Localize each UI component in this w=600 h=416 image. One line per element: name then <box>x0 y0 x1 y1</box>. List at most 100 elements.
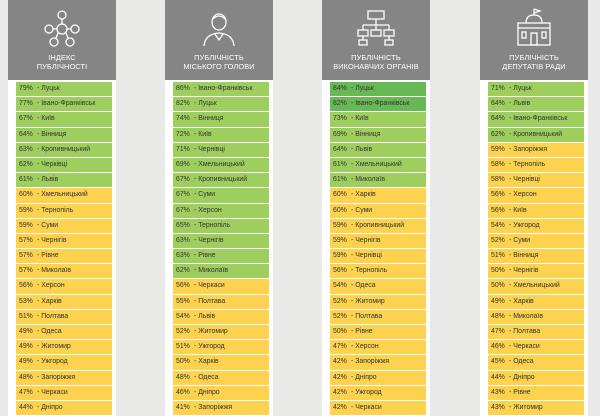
table-row: 64% - Вінниця <box>16 127 112 143</box>
row-value: 57% <box>19 267 33 275</box>
table-row: 71% - Чернівці <box>173 142 269 158</box>
row-value: 61% <box>19 176 33 184</box>
row-value: 49% <box>19 328 33 335</box>
row-separator: - <box>509 206 514 214</box>
row-city: Львів <box>355 145 373 153</box>
table-row: 47% - Черкаси <box>16 385 112 401</box>
row-separator: - <box>351 191 356 199</box>
table-row: 43% - Житомир <box>488 400 584 416</box>
row-separator: - <box>509 358 514 366</box>
row-value: 59% <box>19 206 33 214</box>
table-row: 62% - Кропивницький <box>488 127 584 143</box>
column-publicity-index: ІНДЕКС ПУБЛІЧНОСТІ 79% - Луцьк 77% - Івано-… <box>8 0 116 416</box>
row-value: 54% <box>176 312 190 320</box>
row-separator: - <box>351 282 356 290</box>
table-row: 67% - Кропивницький <box>173 173 269 189</box>
row-value: 46% <box>176 388 190 396</box>
table-row: 53% - Харків <box>16 294 112 310</box>
row-separator: - <box>351 115 356 123</box>
table-row: 52% - Житомир <box>173 325 269 341</box>
row-city: Миколаїв <box>198 267 229 275</box>
row-value: 84% <box>333 85 347 92</box>
row-value: 48% <box>19 373 33 381</box>
row-city: Черкаси <box>41 388 68 396</box>
row-city: Рівне <box>198 252 216 260</box>
row-separator: - <box>37 100 42 108</box>
row-separator: - <box>194 191 199 199</box>
row-city: Дніпро <box>198 388 220 396</box>
row-value: 56% <box>333 267 347 275</box>
row-city: Полтава <box>513 328 541 335</box>
row-separator: - <box>194 358 199 366</box>
row-separator: - <box>194 160 199 168</box>
table-row: 62% - Миколаїв <box>173 264 269 280</box>
table-row: 52% - Суми <box>488 233 584 250</box>
row-separator: - <box>509 252 514 260</box>
row-value: 59% <box>333 252 347 260</box>
row-city: Одеса <box>513 358 534 366</box>
row-value: 61% <box>333 176 347 184</box>
row-value: 59% <box>333 221 347 229</box>
table-row: 77% - Івано-Франківськ <box>16 97 112 113</box>
row-city: Вінниця <box>41 130 67 138</box>
row-separator: - <box>37 160 42 168</box>
row-separator: - <box>194 176 199 184</box>
row-city: Хмельницький <box>198 160 245 168</box>
row-value: 58% <box>491 176 505 184</box>
row-city: Київ <box>198 130 212 138</box>
table-row: 56% - Тернопіль <box>330 264 426 280</box>
row-separator: - <box>37 130 42 138</box>
row-value: 42% <box>333 403 347 411</box>
table-row: 59% - Кропивницький <box>330 218 426 234</box>
row-separator: - <box>509 160 514 168</box>
row-city: Тернопіль <box>513 160 546 168</box>
row-separator: - <box>37 403 42 411</box>
table-row: 49% - Житомир <box>16 340 112 356</box>
table-row: 47% - Херсон <box>330 340 426 356</box>
row-separator: - <box>509 328 514 335</box>
row-separator: - <box>37 221 42 229</box>
row-value: 67% <box>19 115 33 123</box>
row-separator: - <box>194 236 199 244</box>
row-separator: - <box>194 388 199 396</box>
row-city: Луцьк <box>355 85 374 92</box>
table-row: 59% - Тернопіль <box>16 203 112 219</box>
row-value: 79% <box>19 85 33 92</box>
row-value: 64% <box>19 130 33 138</box>
row-value: 82% <box>333 100 347 108</box>
row-value: 67% <box>176 206 190 214</box>
column-council-publicity: ПУБЛІЧНІСТЬ ДЕПУТАТІВ РАДИ 71% - Луцьк 64%… <box>480 0 588 416</box>
mayor-person-icon <box>203 13 235 47</box>
row-city: Черкаси <box>198 282 225 290</box>
row-city: Миколаїв <box>41 267 72 275</box>
table-row: 45% - Одеса <box>488 355 584 371</box>
row-value: 50% <box>333 328 347 335</box>
table-row: 52% - Житомир <box>330 294 426 310</box>
row-value: 77% <box>19 100 33 108</box>
table-row: 60% - Харків <box>330 188 426 204</box>
row-separator: - <box>509 130 514 138</box>
row-city: Вінниця <box>513 252 539 260</box>
row-city: Житомир <box>41 343 71 351</box>
ranking-list: 79% - Луцьк 77% - Івано-Франківськ 67% - Київ… <box>16 82 112 416</box>
row-city: Чернівці <box>198 145 225 153</box>
row-city: Черкаси <box>355 403 382 411</box>
row-separator: - <box>194 373 199 381</box>
table-row: 42% - Черкаси <box>330 400 426 416</box>
table-row: 72% - Київ <box>173 127 269 143</box>
table-row: 63% - Рівне <box>173 249 269 265</box>
row-separator: - <box>37 85 42 92</box>
row-separator: - <box>194 145 199 153</box>
row-value: 48% <box>176 373 190 381</box>
column-executive-publicity: ПУБЛІЧНІСТЬ ВИКОНАВЧИХ ОРГАНІВ 84% - Луць… <box>322 0 430 416</box>
table-row: 44% - Дніпро <box>16 400 112 416</box>
row-city: Івано-Франківськ <box>513 115 568 123</box>
row-value: 69% <box>176 160 190 168</box>
column-title: ІНДЕКС ПУБЛІЧНОСТІ <box>36 53 88 71</box>
row-separator: - <box>509 221 514 229</box>
row-city: Дніпро <box>513 373 535 381</box>
table-row: 47% - Полтава <box>488 325 584 341</box>
table-row: 51% - Полтава <box>16 309 112 325</box>
row-city: Херсон <box>355 343 379 351</box>
table-row: 65% - Тернопіль <box>173 218 269 234</box>
